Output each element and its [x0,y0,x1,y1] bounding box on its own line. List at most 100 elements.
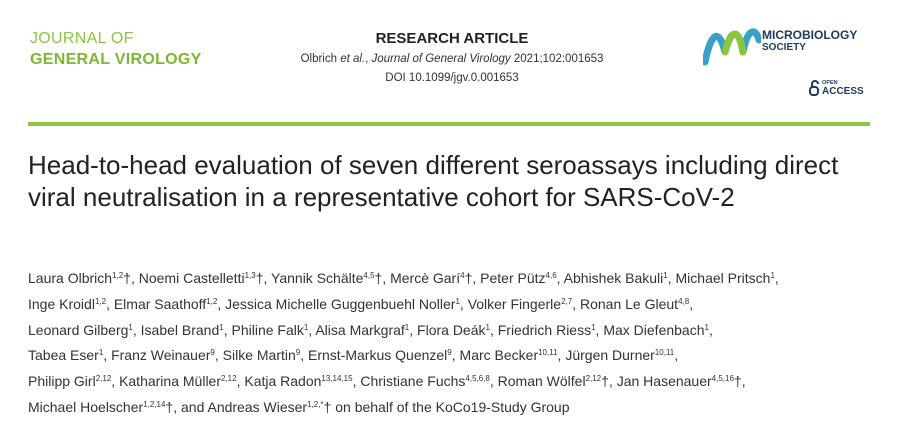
group-note: on behalf of the KoCo19-Study Group [335,398,570,415]
separator: , [409,321,414,338]
author-mark: † [165,398,174,415]
author-name: Andreas Wieser [207,398,308,415]
affiliation: 10,11 [538,348,558,358]
separator: , [667,270,672,286]
author-list: Laura Olbrich1,2†, Noemi Castelletti1,3†… [28,266,888,421]
author-name: Laura Olbrich [28,270,113,286]
author-name: Katharina Müller [119,373,221,390]
affiliation: 1 [485,322,490,332]
separator: , [774,270,779,286]
author-line: Tabea Eser1, Franz Weinauer9, Silke Mart… [28,343,888,369]
author-name: Franz Weinauer [111,347,211,364]
separator: , [263,270,268,286]
society-name: SOCIETY [762,42,806,53]
separator: , [223,321,228,338]
affiliation: 4,5,16 [711,374,734,384]
author-name: Max Diefenbach [603,321,705,338]
affiliation: 1 [770,271,775,280]
affiliation: 1,2 [112,271,124,280]
separator: , [557,347,562,364]
separator: , [130,270,135,286]
author-name: Jessica Michelle Guggenbuehl Noller [225,295,456,312]
citation: Olbrich et al., Journal of General Virol… [0,53,904,65]
separator: , [300,347,305,364]
author-mark: † [464,270,473,286]
affiliation: 1,2,14 [143,399,166,409]
affiliation: 9 [210,348,215,358]
separator: , [556,270,561,286]
separator: , [173,398,178,415]
divider [28,122,870,126]
author-name: Volker Fingerle [467,295,562,312]
article-type: RESEARCH ARTICLE [375,30,529,47]
affiliation: 4,6 [545,271,557,280]
separator: , [674,347,679,364]
citation-part: 2021;102:001653 [510,53,604,65]
affiliation: 4,5 [363,271,375,280]
citation-part: et al. [340,53,366,65]
citation-part: , [365,53,372,65]
author-line: Philipp Girl2,12, Katharina Müller2,12, … [28,369,888,395]
open-access-icon [809,80,819,96]
author-name: Silke Martin [222,347,296,364]
author-name: Elmar Saathoff [113,295,207,312]
author-name: Jan Hasenauer [616,373,712,390]
affiliation: 9 [447,348,452,358]
affiliation: 1 [704,322,709,332]
separator: , [689,295,694,312]
affiliation: 1,2,* [307,399,324,409]
author-name: Ronan Le Gleut [579,295,679,312]
author-line: Leonard Gilberg1, Isabel Brand1, Philine… [28,318,888,344]
affiliation: 2,7 [561,296,573,306]
author-mark: † [123,270,131,286]
author-mark: † [255,270,264,286]
author-name: Peter Pütz [480,270,546,286]
affiliation: 1 [219,322,224,332]
author-mark: † [323,398,332,415]
affiliation: 2,12 [221,374,237,384]
separator: , [741,373,746,390]
author-name: Mercè Garí [390,270,461,286]
conjunction: and [181,398,205,415]
separator: , [132,321,137,338]
affiliation: 1 [98,348,104,358]
author-name: Noemi Castelletti [138,270,245,286]
author-name: Ernst-Markus Quenzel [308,347,448,364]
author-name: Philipp Girl [28,373,96,390]
society-logo [703,28,761,66]
author-name: Michael Pritsch [675,270,771,286]
affiliation: 1,3 [244,271,256,280]
access-label: ACCESS [822,86,864,97]
separator: , [489,321,494,338]
separator: , [489,373,494,390]
affiliation: 1 [303,322,309,332]
open-label: OPEN [822,80,838,86]
separator: , [608,373,613,390]
author-name: Yannik Schälte [271,270,364,286]
journal-name: GENERAL VIROLOGY [30,51,202,68]
author-name: Jürgen Durner [565,347,655,364]
separator: , [352,373,357,390]
separator: , [217,295,222,312]
separator: , [572,295,577,312]
author-line: Michael Hoelscher1,2,14†, and Andreas Wi… [28,395,888,421]
affiliation: 4 [460,271,465,280]
separator: , [459,295,464,312]
affiliation: 1,2 [206,296,218,306]
affiliation: 1 [128,322,133,332]
affiliation: 1 [404,322,410,332]
author-name: Abhishek Bakuli [563,270,664,286]
separator: , [214,347,219,364]
separator: , [708,321,713,338]
separator: , [451,347,456,364]
author-line: Laura Olbrich1,2†, Noemi Castelletti1,3†… [28,266,888,292]
author-name: Alisa Markgraf [315,321,405,338]
author-name: Michael Hoelscher [28,398,144,415]
affiliation: 10,11 [654,348,675,358]
author-name: Inge Kroidl [28,295,95,312]
separator: , [595,321,600,338]
affiliation: 4,5,6,8 [465,374,490,384]
author-mark: † [601,373,609,390]
author-name: Roman Wölfel [497,373,586,390]
